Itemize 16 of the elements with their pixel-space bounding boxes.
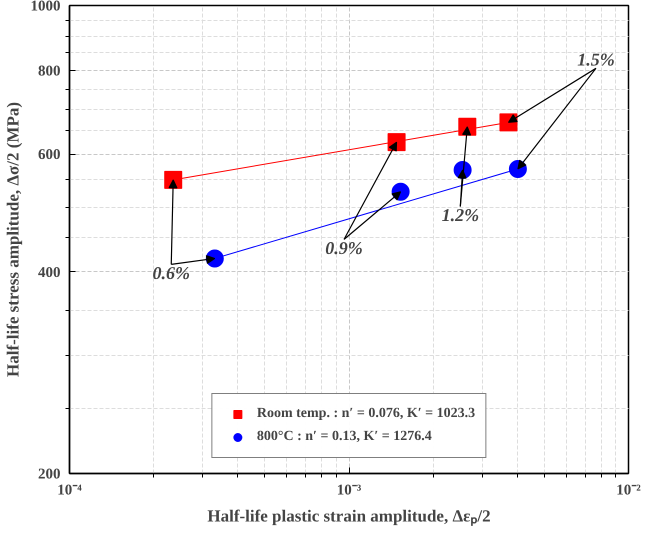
y-tick-label: 800 (38, 63, 60, 80)
annotation: 1.2% (442, 205, 480, 226)
y-tick-label: 1000 (30, 0, 60, 14)
x-axis-title: Half-life plastic strain amplitude, Δεₚ/2 (207, 506, 491, 526)
annotation: 1.5% (577, 49, 615, 70)
y-tick-label: 400 (38, 264, 60, 281)
y-axis-title: Half-life stress amplitude, Δσ/2 (MPa) (4, 102, 22, 378)
legend-label: 800°C : n′ = 0.13, K′ = 1276.4 (256, 429, 432, 445)
y-tick-label: 200 (38, 466, 60, 482)
x-tick-label: 10⁻³ (336, 482, 362, 498)
x-tick-label: 10⁻² (616, 482, 642, 498)
annotation: 0.9% (325, 238, 363, 258)
y-tick-label: 600 (38, 147, 60, 164)
legend-label: Room temp. : n′ = 0.076, K′ = 1023.3 (256, 406, 476, 422)
x-tick-label: 10⁻⁴ (57, 482, 82, 498)
annotation: 0.6% (152, 262, 190, 283)
